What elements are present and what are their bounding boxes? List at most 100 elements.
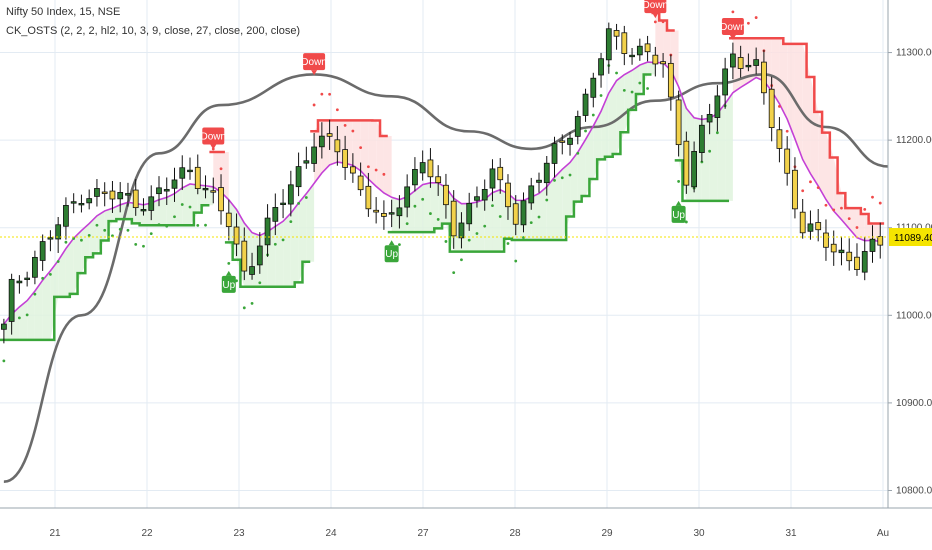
stop-fill-segment [663,20,671,71]
signal-pointer [210,144,217,150]
candle-body [272,207,279,222]
candle-body [70,201,77,204]
candle-body [8,278,15,322]
stop-fill-segment [329,120,338,165]
trail-dot [506,242,510,245]
candle-body [675,99,682,146]
stop-line-down [209,11,885,225]
trail-dot [560,176,564,180]
time-axis-label: 30 [693,528,705,539]
trail-dot [227,262,231,265]
trail-dot [840,206,843,210]
signal-label: Down [643,0,669,11]
stop-fill-segment [383,136,392,198]
trail-dot [25,313,29,317]
candle-body [737,57,744,69]
trail-dot [514,259,518,263]
signal-box [202,127,225,145]
indicator-label[interactable]: CK_OSTS (2, 2, 2, hl2, 10, 3, 9, close, … [6,25,301,37]
trail-dot [103,228,107,232]
candle-body [582,93,589,116]
candle-body [512,203,519,225]
stop-fill-segment [283,213,291,287]
stop-fill-segment [96,210,105,254]
trail-dot [537,215,541,219]
signal-up: Up [671,200,686,223]
candle-body [598,58,604,76]
candle-body [621,32,628,54]
stop-fill-segment [546,177,555,241]
stop-fill-segment [376,120,384,193]
signal-pointer [675,200,682,206]
trail-dot [64,240,68,244]
candle-body [16,280,23,284]
signal-down: Down [643,0,669,19]
price-axis-label: 10900.00 [896,398,932,409]
trail-dot [824,203,828,207]
candle-body [225,212,232,228]
candle-body [660,61,666,65]
time-axis[interactable]: 21 22 23 24 27 28 29 30 31 Au [0,507,932,550]
candle-body [846,251,853,262]
candle-body [326,133,333,137]
stop-fill-segment [65,238,74,297]
trail-dot [118,227,122,231]
candle-body [722,68,729,96]
chart-title[interactable]: Nifty 50 Index, 15, NSE [6,6,121,18]
stop-fill-segment [298,193,307,283]
trail-dot [429,212,432,215]
stop-fill-segment [484,192,493,252]
candle-body [574,116,581,137]
trail-dot [809,180,812,184]
stop-fill-segment [34,280,43,340]
signal-box [721,18,744,36]
trail-dot [188,205,192,209]
signal-label: Up [385,249,398,260]
stop-fill-segment [166,193,175,226]
trail-dot [366,165,370,169]
trail-dot [708,149,712,153]
trail-dot [684,220,688,224]
candle-body [287,184,294,205]
stop-fill-segment [577,139,586,202]
candle-body [55,224,62,240]
stop-fill-segment [539,186,547,241]
stop-fill-segment [190,184,198,226]
stop-fill-segment [740,38,749,88]
signal-pointer [729,35,736,41]
trail-dot [832,208,836,212]
trail-dot [491,204,494,208]
candles [0,22,884,344]
stop-fill-segment [391,197,400,233]
trail-dot [622,88,626,92]
trail-dot [715,131,719,135]
signal-label: Up [222,280,235,291]
stop-fill-segment [27,291,35,340]
price-axis[interactable]: 10800.0010900.0011000.0011100.0011200.00… [887,0,932,550]
trail-dot [328,92,332,96]
candle-body [218,187,224,212]
candle-body [830,243,837,253]
trail-dot [568,173,572,177]
candle-body [450,200,457,237]
candle-body [427,159,434,178]
candle-body [543,162,550,184]
signal-pointer [652,13,659,19]
signal-box [671,205,686,223]
stop-fill-segment [725,92,733,201]
price-axis-label: 11000.00 [896,310,932,321]
stop-fill-segment [259,231,268,287]
stop-fill-segment [182,184,191,226]
candle-body [706,114,713,123]
candle-body [505,182,511,208]
trail-dot [111,234,114,238]
candle-body [590,77,597,98]
trail-dot [599,94,603,97]
signal-label: Down [720,22,746,33]
stop-fill-segment [422,182,431,233]
trail-dot [2,359,6,363]
signal-down: Down [301,53,327,76]
candle-body [125,193,131,196]
trail-dot [320,92,324,96]
